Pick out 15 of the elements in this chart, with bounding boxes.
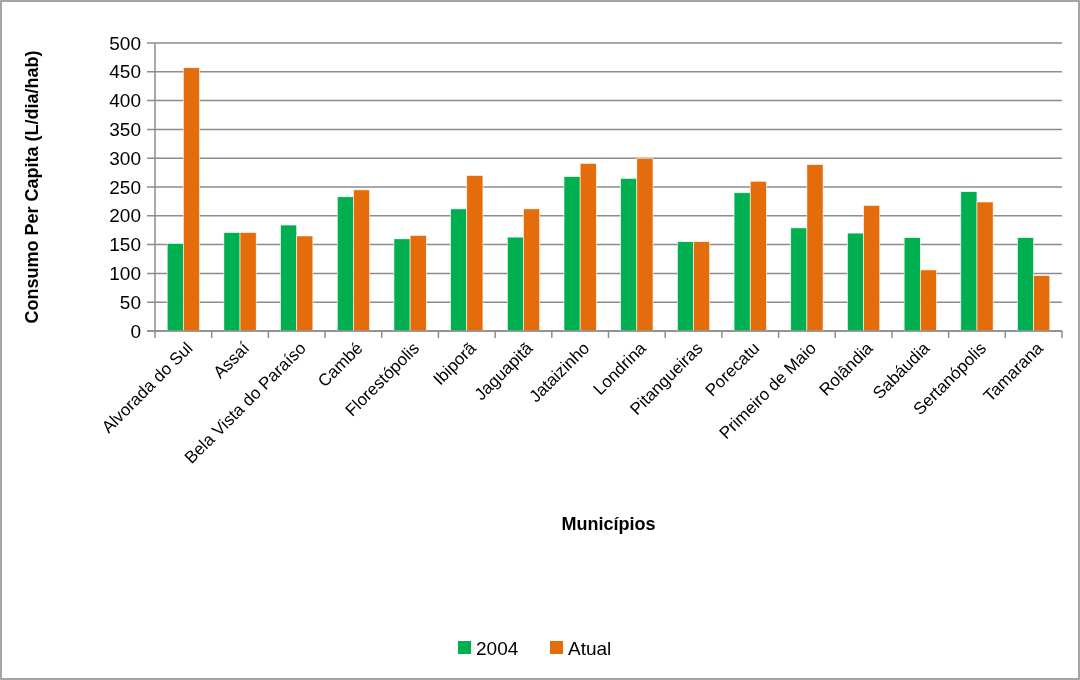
y-axis-title: Consumo Per Capita (L/dia/hab) (22, 50, 42, 324)
y-tick-label: 0 (130, 320, 141, 342)
x-axis-title: Municípios (561, 514, 656, 534)
y-tick-label: 150 (109, 234, 141, 256)
y-tick-label: 400 (109, 90, 141, 112)
legend-label: Atual (568, 637, 612, 659)
y-tick-label: 350 (109, 119, 141, 141)
y-tick-label: 250 (109, 176, 141, 198)
y-tick-label: 50 (119, 291, 141, 313)
y-tick-label: 100 (109, 263, 141, 285)
y-tick-label: 200 (109, 205, 141, 227)
y-tick-label: 450 (109, 61, 141, 83)
y-tick-label: 500 (109, 32, 141, 54)
y-tick-label: 300 (109, 147, 141, 169)
legend-label: 2004 (476, 637, 519, 659)
